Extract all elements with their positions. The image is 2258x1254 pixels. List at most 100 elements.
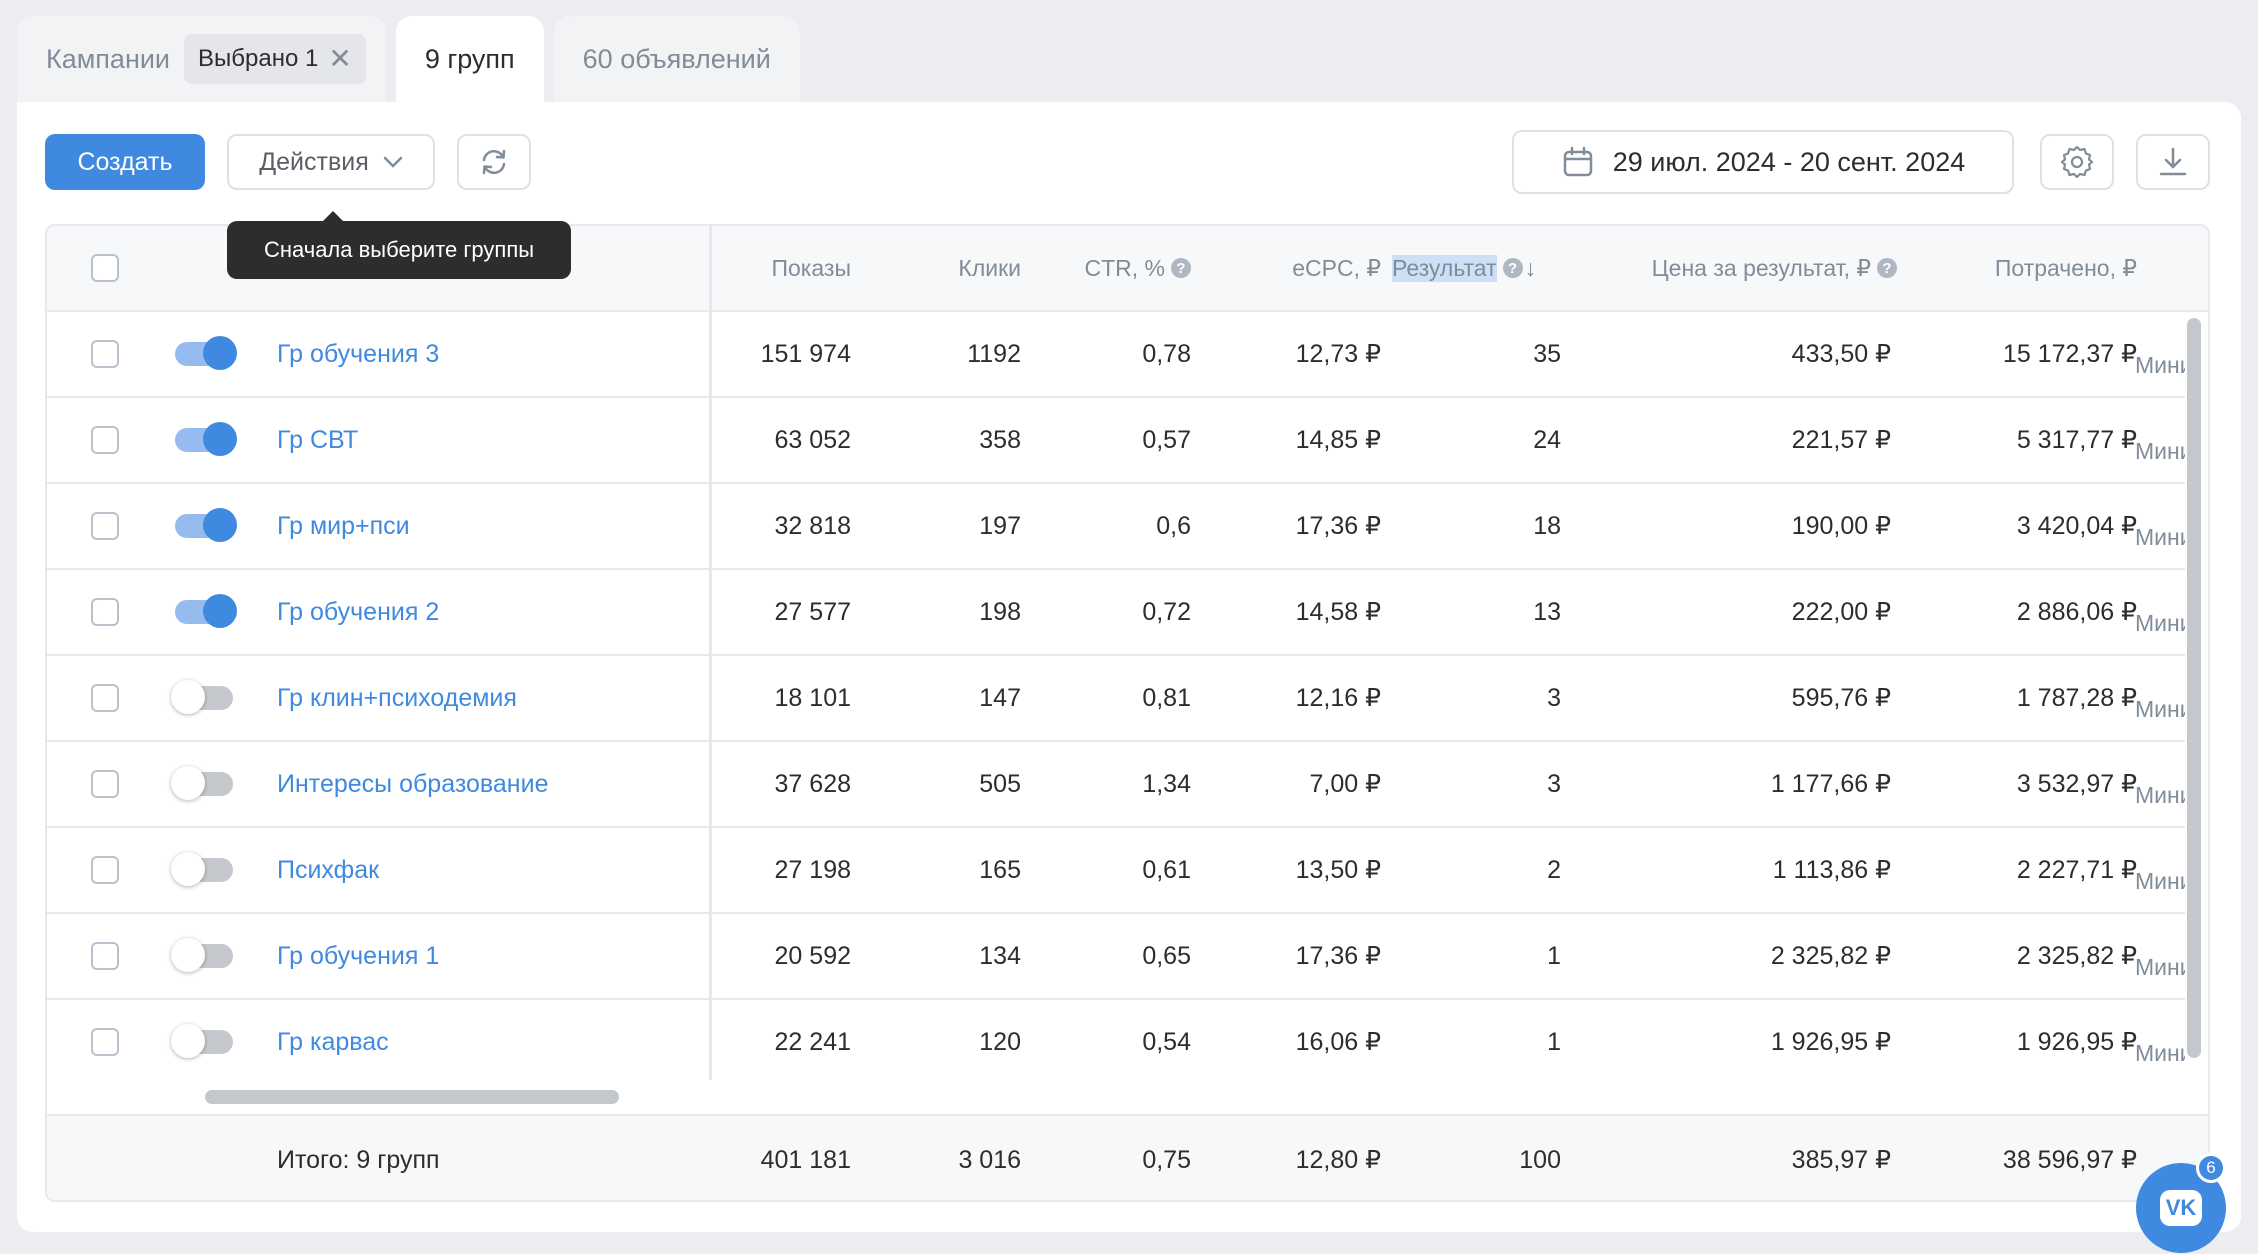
header-result[interactable]: Результат ? ↓ (1392, 226, 1572, 310)
row-checkbox[interactable] (91, 770, 119, 798)
table-row[interactable]: Гр мир+пси 32 818 197 0,6 17,36 ₽ 18 190,00 ₽ 3… (47, 484, 2185, 570)
cell-result: 1 (1547, 1027, 1561, 1056)
table-row[interactable]: Гр карвас 22 241 120 0,54 16,06 ₽ 1 1 926,95 ₽… (47, 1000, 2185, 1086)
cell-ctr: 0,61 (1142, 855, 1191, 884)
refresh-button[interactable] (457, 134, 531, 190)
status-toggle[interactable] (175, 336, 237, 370)
group-name-link[interactable]: Гр СВТ (277, 425, 359, 454)
totals-price: 385,97 ₽ (1791, 1146, 1891, 1174)
close-icon[interactable]: ✕ (328, 43, 352, 74)
status-toggle[interactable] (175, 508, 237, 542)
cell-impressions: 22 241 (774, 1027, 851, 1056)
row-checkbox[interactable] (91, 1028, 119, 1056)
header-price-per-result[interactable]: Цена за результат, ₽ ? (1567, 226, 1897, 310)
header-price-per-result-label: Цена за результат, ₽ (1651, 254, 1871, 281)
status-toggle[interactable] (171, 680, 233, 714)
notification-badge: 6 (2196, 1153, 2226, 1183)
cell-ecpc: 17,36 ₽ (1295, 512, 1381, 540)
row-checkbox-cell (91, 312, 121, 396)
toggle-knob (171, 852, 205, 886)
row-checkbox[interactable] (91, 426, 119, 454)
settings-button[interactable] (2040, 134, 2114, 190)
tab-groups-label: 9 групп (424, 43, 515, 74)
table-row[interactable]: Психфак 27 198 165 0,61 13,50 ₽ 2 1 113,86 ₽ 2 … (47, 828, 2185, 914)
group-name-link[interactable]: Гр карвас (277, 1027, 389, 1056)
horizontal-scrollbar-thumb[interactable] (205, 1090, 619, 1104)
status-toggle[interactable] (175, 422, 237, 456)
cell-result: 35 (1533, 339, 1561, 368)
help-icon[interactable]: ? (1502, 258, 1523, 278)
table-row[interactable]: Гр обучения 3 151 974 1192 0,78 12,73 ₽ 35 433… (47, 312, 2185, 398)
actions-label: Действия (259, 147, 369, 176)
tab-ads[interactable]: 60 объявлений (553, 16, 800, 102)
cell-spent: 5 317,77 ₽ (2016, 426, 2137, 454)
actions-dropdown[interactable]: Действия (227, 134, 435, 190)
help-icon[interactable]: ? (1171, 258, 1191, 278)
cell-impressions: 20 592 (774, 941, 851, 970)
row-toggle-cell (175, 484, 245, 568)
table-row[interactable]: Гр обучения 2 27 577 198 0,72 14,58 ₽ 13 222,0… (47, 570, 2185, 656)
row-checkbox[interactable] (91, 684, 119, 712)
tab-groups[interactable]: 9 групп (395, 16, 544, 102)
group-name-link[interactable]: Гр обучения 1 (277, 941, 440, 970)
group-name-link[interactable]: Интересы образование (277, 769, 549, 798)
selected-chip-label: Выбрано 1 (198, 45, 319, 72)
row-checkbox[interactable] (91, 598, 119, 626)
table-row[interactable]: Гр обучения 1 20 592 134 0,65 17,36 ₽ 1 2 325,… (47, 914, 2185, 1000)
help-icon[interactable]: ? (1877, 258, 1897, 278)
sort-desc-icon[interactable]: ↓ (1524, 254, 1537, 281)
toggle-knob (171, 1024, 205, 1058)
group-name-link[interactable]: Психфак (277, 855, 380, 884)
row-checkbox[interactable] (91, 942, 119, 970)
selected-chip: Выбрано 1 ✕ (184, 34, 366, 84)
header-impressions[interactable]: Показы (709, 226, 851, 310)
cell-price-per-result: 433,50 ₽ (1791, 340, 1891, 368)
download-button[interactable] (2136, 134, 2210, 190)
row-checkbox[interactable] (91, 340, 119, 368)
tab-campaigns[interactable]: Кампании Выбрано 1 ✕ (17, 16, 386, 102)
chevron-down-icon (383, 156, 403, 168)
header-spent-label: Потрачено, ₽ (1994, 254, 2137, 281)
vertical-scrollbar-thumb[interactable] (2187, 318, 2201, 1058)
group-name-link[interactable]: Гр обучения 3 (277, 339, 440, 368)
group-name-link[interactable]: Гр мир+пси (277, 511, 410, 540)
date-range-picker[interactable]: 29 июл. 2024 - 20 сент. 2024 (1512, 130, 2014, 194)
cell-truncated-column: Миним (2135, 867, 2185, 894)
cell-ctr: 0,72 (1142, 597, 1191, 626)
header-spent[interactable]: Потрачено, ₽ (1897, 226, 2137, 310)
cell-ctr: 0,65 (1142, 941, 1191, 970)
toggle-knob (203, 508, 237, 542)
horizontal-scrollbar[interactable] (47, 1080, 2208, 1114)
status-toggle[interactable] (171, 938, 233, 972)
group-name-link[interactable]: Гр обучения 2 (277, 597, 440, 626)
row-toggle-cell (175, 312, 245, 396)
header-clicks[interactable]: Клики (851, 226, 1021, 310)
actions-tooltip: Сначала выберите группы (227, 211, 571, 279)
calendar-icon (1563, 146, 1592, 177)
status-toggle[interactable] (175, 594, 237, 628)
header-impressions-label: Показы (771, 254, 851, 281)
cell-truncated-column: Миним (2135, 351, 2185, 378)
cell-clicks: 197 (979, 511, 1021, 540)
status-toggle[interactable] (171, 766, 233, 800)
header-ctr[interactable]: CTR, % ? (1021, 226, 1191, 310)
row-checkbox[interactable] (91, 512, 119, 540)
table-row[interactable]: Гр клин+психодемия 18 101 147 0,81 12,16 ₽ 3 5… (47, 656, 2185, 742)
table-row[interactable]: Интересы образование 37 628 505 1,34 7,00 ₽ 3… (47, 742, 2185, 828)
header-ecpc[interactable]: eCPC, ₽ (1191, 226, 1381, 310)
create-button[interactable]: Создать (45, 134, 205, 190)
cell-truncated-column: Миним (2135, 695, 2185, 722)
groups-table: Показы Клики CTR, % ? eCPC, ₽ Результат … (45, 224, 2210, 1202)
cell-price-per-result: 221,57 ₽ (1791, 426, 1891, 454)
status-toggle[interactable] (171, 1024, 233, 1058)
select-all-checkbox[interactable] (91, 254, 119, 282)
group-name-link[interactable]: Гр клин+психодемия (277, 683, 517, 712)
vk-messenger-widget[interactable]: VK (2136, 1163, 2226, 1253)
row-checkbox[interactable] (91, 856, 119, 884)
cell-ctr: 1,34 (1142, 769, 1191, 798)
create-button-label: Создать (77, 147, 173, 176)
totals-ecpc: 12,80 ₽ (1295, 1146, 1381, 1174)
table-row[interactable]: Гр СВТ 63 052 358 0,57 14,85 ₽ 24 221,57 ₽ 5 31… (47, 398, 2185, 484)
vertical-scrollbar[interactable] (2187, 312, 2201, 1072)
status-toggle[interactable] (171, 852, 233, 886)
